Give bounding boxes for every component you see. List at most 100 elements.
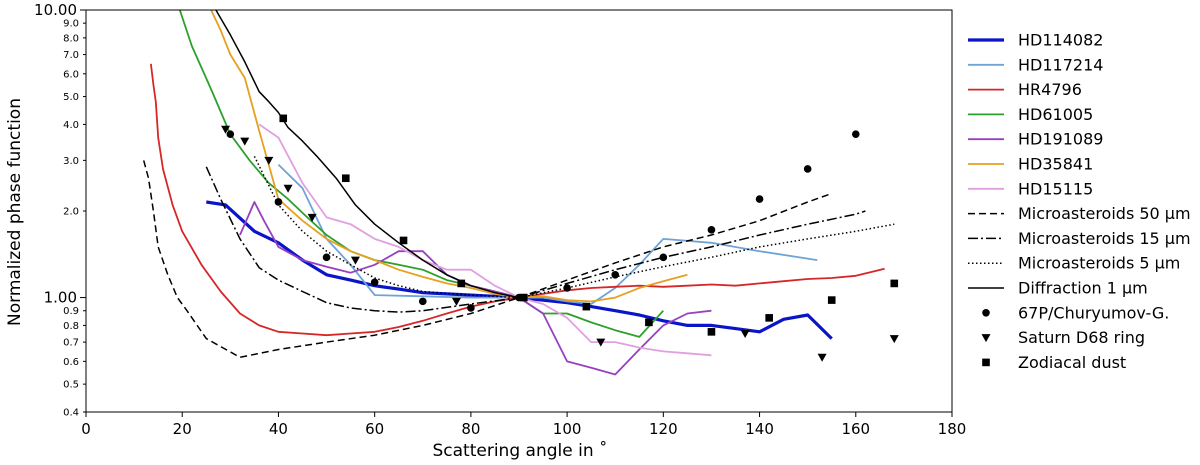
legend-label: HD117214 [1018, 55, 1103, 74]
legend-entry-hd61005: HD61005 [968, 105, 1093, 124]
legend-entry-67p-churyumov-g: 67P/Churyumov-G. [982, 303, 1169, 322]
data-point-saturn-d68-ring [350, 256, 360, 265]
series-markers-zodiacal-dust [279, 114, 899, 336]
data-point-zodiacal-dust [279, 114, 288, 123]
x-tick-label: 40 [269, 420, 288, 438]
data-point-67p-churyumov-g [322, 253, 331, 262]
data-point-zodiacal-dust [707, 328, 716, 336]
legend-entry-hd117214: HD117214 [968, 55, 1103, 74]
data-point-zodiacal-dust [520, 293, 528, 302]
legend-entry-saturn-d68-ring: Saturn D68 ring [981, 328, 1145, 347]
data-point-saturn-d68-ring [817, 353, 827, 362]
y-major-tick-label: 1.00 [44, 289, 77, 307]
x-tick-label: 180 [938, 420, 967, 438]
data-point-67p-churyumov-g [274, 198, 283, 206]
legend-entry-hd114082: HD114082 [968, 31, 1103, 50]
series-markers-67p-churyumov-g [226, 130, 860, 312]
data-point-67p-churyumov-g [563, 284, 571, 292]
x-tick-label: 160 [841, 420, 870, 438]
legend-swatch-67p-churyumov-g [982, 309, 990, 317]
legend-label: HR4796 [1018, 80, 1082, 99]
x-tick-label: 140 [745, 420, 774, 438]
series-line-hd15115 [258, 123, 712, 357]
data-point-67p-churyumov-g [226, 130, 235, 138]
legend-entry-zodiacal-dust: Zodiacal dust [982, 353, 1126, 372]
x-tick-label: 20 [173, 420, 192, 438]
legend-label: HD114082 [1018, 31, 1103, 50]
data-point-67p-churyumov-g [467, 304, 475, 312]
data-point-saturn-d68-ring [451, 297, 461, 306]
x-tick-label: 60 [365, 420, 384, 438]
y-minor-tick-label: 0.8 [63, 321, 79, 332]
axes: 0 20 40 60 80 100 120 140 160 180 1.00 10.00 0.4 0.5 0… [34, 1, 966, 438]
data-point-zodiacal-dust [827, 296, 836, 304]
data-point-67p-churyumov-g [370, 278, 379, 287]
data-point-67p-churyumov-g [803, 165, 812, 173]
data-point-zodiacal-dust [342, 174, 350, 183]
data-point-saturn-d68-ring [221, 125, 231, 134]
series-line-hd61005 [178, 10, 664, 338]
x-tick-label: 80 [461, 420, 480, 438]
data-point-67p-churyumov-g [707, 226, 716, 234]
y-minor-tick-label: 0.9 [63, 306, 79, 317]
legend-entry-microasteroids-50-m: Microasteroids 50 μm [968, 204, 1191, 223]
legend-entry-hd15115: HD15115 [968, 179, 1093, 198]
y-minor-tick-label: 2.0 [63, 207, 79, 218]
x-tick-label: 100 [553, 420, 582, 438]
data-point-zodiacal-dust [765, 314, 773, 322]
data-point-zodiacal-dust [457, 279, 466, 288]
data-point-zodiacal-dust [582, 302, 591, 311]
x-axis-label: Scattering angle in ˚ [433, 440, 608, 461]
data-point-saturn-d68-ring [889, 335, 899, 344]
series-line-hd114082 [206, 200, 833, 340]
data-point-67p-churyumov-g [851, 130, 860, 138]
legend-swatch-zodiacal-dust [982, 358, 990, 367]
data-point-saturn-d68-ring [596, 338, 606, 347]
series-line-microasteroids-5-m [253, 155, 895, 299]
data-point-saturn-d68-ring [264, 156, 274, 165]
legend-entry-microasteroids-5-m: Microasteroids 5 μm [968, 254, 1180, 273]
y-minor-tick-label: 0.6 [63, 357, 79, 368]
y-major-tick-label: 10.00 [34, 1, 77, 19]
y-minor-tick-label: 8.0 [63, 33, 79, 44]
legend-label: Diffraction 1 μm [1018, 279, 1148, 298]
plot-frame [85, 9, 953, 413]
y-minor-tick-label: 4.0 [63, 120, 79, 131]
data-point-67p-churyumov-g [418, 297, 427, 306]
legend-entry-diffraction-1-m: Diffraction 1 μm [968, 279, 1148, 298]
series-layer [142, 10, 899, 376]
legend-label: Saturn D68 ring [1018, 328, 1145, 347]
legend: HD114082 HD117214 HR4796 HD61005 HD191089 HD3… [968, 31, 1191, 372]
series-markers-saturn-d68-ring [221, 125, 899, 362]
legend-label: 67P/Churyumov-G. [1018, 303, 1169, 322]
series-line-diffraction-1-m [215, 10, 520, 299]
y-minor-tick-label: 0.5 [63, 380, 79, 391]
y-minor-tick-label: 0.7 [63, 338, 79, 349]
y-minor-tick-label: 9.0 [63, 19, 79, 30]
legend-label: Microasteroids 50 μm [1018, 204, 1191, 223]
data-point-saturn-d68-ring [240, 137, 250, 146]
series-line-microasteroids-50-m [142, 160, 832, 359]
legend-label: HD191089 [1018, 130, 1103, 149]
legend-label: HD35841 [1018, 155, 1093, 174]
x-tick-label: 120 [649, 420, 678, 438]
y-minor-tick-label: 0.4 [63, 408, 79, 419]
y-minor-tick-label: 6.0 [63, 69, 79, 80]
data-point-zodiacal-dust [890, 279, 899, 288]
legend-label: Microasteroids 15 μm [1018, 229, 1191, 248]
data-point-saturn-d68-ring [740, 329, 750, 338]
data-point-saturn-d68-ring [283, 184, 293, 193]
legend-label: HD15115 [1018, 179, 1093, 198]
y-minor-tick-label: 3.0 [63, 156, 79, 167]
legend-swatch-saturn-d68-ring [981, 334, 991, 343]
legend-entry-hd191089: HD191089 [968, 130, 1103, 149]
data-point-67p-churyumov-g [755, 195, 764, 203]
series-line-hd35841 [210, 10, 688, 303]
series-line-microasteroids-15-m [205, 166, 866, 313]
legend-entry-hr4796: HR4796 [968, 80, 1082, 99]
data-point-67p-churyumov-g [659, 253, 668, 262]
legend-label: HD61005 [1018, 105, 1093, 124]
legend-label: Microasteroids 5 μm [1018, 254, 1180, 273]
y-minor-tick-label: 5.0 [63, 92, 79, 103]
